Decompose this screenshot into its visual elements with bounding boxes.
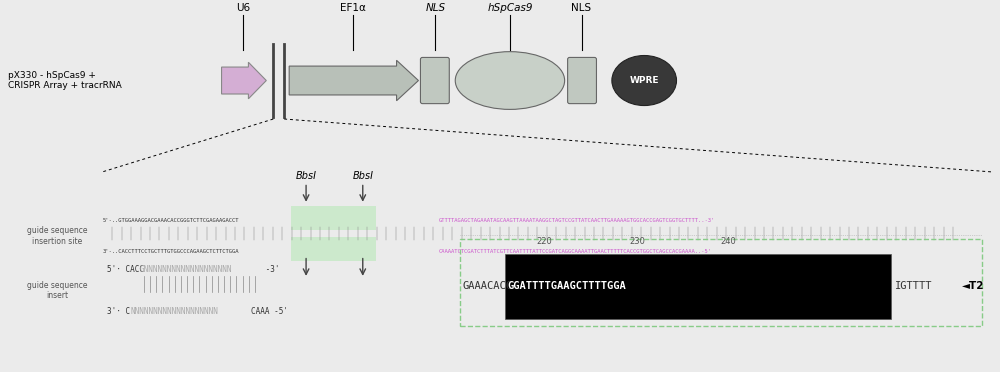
- Text: GGATTTTGAAGCTTTTGGA: GGATTTTGAAGCTTTTGGA: [507, 282, 626, 292]
- Text: U6: U6: [236, 3, 250, 13]
- Text: 3'·..CACCTTTCCTGCTTTGTGGCCCAGAAGCTCTTCTGGA: 3'·..CACCTTTCCTGCTTTGTGGCCCAGAAGCTCTTCTG…: [102, 249, 239, 254]
- Text: NLS: NLS: [425, 3, 445, 13]
- FancyBboxPatch shape: [291, 237, 376, 262]
- Text: GNNNNNNNNNNNNNNNNNNN: GNNNNNNNNNNNNNNNNNNN: [140, 264, 233, 274]
- Text: ◄T2: ◄T2: [962, 282, 985, 292]
- Text: GTTTTAGAGCTAGAAATAGCAAGTTAAAATAAGGCTAGTCCGTTATCAACTTGAAAAAGTGGCACCGAGTCGGTGCTTTT: GTTTTAGAGCTAGAAATAGCAAGTTAAAATAAGGCTAGTC…: [438, 218, 715, 222]
- FancyBboxPatch shape: [420, 57, 449, 104]
- FancyBboxPatch shape: [568, 57, 596, 104]
- Text: BbsI: BbsI: [352, 171, 373, 181]
- Text: guide sequence
insert: guide sequence insert: [27, 280, 88, 300]
- FancyBboxPatch shape: [291, 206, 376, 230]
- Text: NLS: NLS: [571, 3, 592, 13]
- Text: BbsI: BbsI: [296, 171, 317, 181]
- FancyArrow shape: [222, 62, 266, 99]
- Text: 220: 220: [537, 237, 553, 246]
- Text: 230: 230: [629, 237, 645, 246]
- Ellipse shape: [612, 55, 677, 106]
- Text: IGTTTT: IGTTTT: [895, 282, 932, 292]
- Text: GAAACACC: GAAACACC: [462, 282, 512, 292]
- FancyArrow shape: [289, 60, 418, 101]
- Text: pX330 - hSpCas9 +
CRISPR Array + tracrRNA: pX330 - hSpCas9 + CRISPR Array + tracrRN…: [8, 71, 122, 90]
- Text: EF1α: EF1α: [340, 3, 366, 13]
- Text: CAAA -5': CAAA -5': [251, 307, 288, 316]
- Text: hSpCas9: hSpCas9: [487, 3, 533, 13]
- Text: 5'·..GTGGAAAGGACGAAACACCGGGTCTTCGAGAAGACCT: 5'·..GTGGAAAGGACGAAACACCGGGTCTTCGAGAAGAC…: [102, 218, 239, 222]
- Text: 5'· CACC: 5'· CACC: [107, 264, 144, 274]
- Ellipse shape: [455, 52, 565, 109]
- Text: guide sequence
insertion site: guide sequence insertion site: [27, 226, 88, 246]
- Text: 240: 240: [721, 237, 737, 246]
- Text: NNNNNNNNNNNNNNNNNNN: NNNNNNNNNNNNNNNNNNN: [130, 307, 218, 316]
- Text: CAAAATCTCGATCTTTATCGTTCAATTTTATTCCGATCAGGCAAAATTGAACTTTTTCACCGTGGCTCAGCCACGAAAA.: CAAAATCTCGATCTTTATCGTTCAATTTTATTCCGATCAG…: [438, 249, 711, 254]
- FancyBboxPatch shape: [505, 254, 891, 319]
- Text: 3'· C: 3'· C: [107, 307, 130, 316]
- Text: WPRE: WPRE: [629, 76, 659, 85]
- Text: -3': -3': [261, 264, 280, 274]
